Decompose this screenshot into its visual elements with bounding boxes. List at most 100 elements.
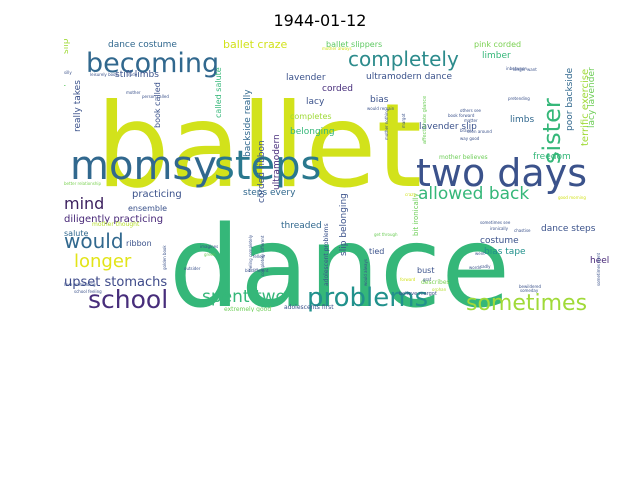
cloud-word-outsider: outsider <box>184 266 201 271</box>
cloud-word-tied: tied <box>369 247 384 256</box>
cloud-word-backside-really: backside really <box>243 89 253 157</box>
cloud-word-silly: silly <box>64 70 72 75</box>
cloud-word-someday: someday <box>520 288 539 293</box>
cloud-word-good-morning: good morning <box>558 195 586 200</box>
cloud-word-lacy-lavender: lacy lavender <box>587 67 597 128</box>
cloud-word-really-takes: really takes <box>73 80 83 132</box>
cloud-word-pink-corded: pink corded <box>474 40 521 49</box>
cloud-word-bias: bias <box>370 95 389 105</box>
cloud-word-bust: bust <box>417 266 434 275</box>
cloud-word-orphan: orphan <box>432 287 447 292</box>
cloud-word-limber: limber <box>482 51 511 61</box>
cloud-word-ultramodern-dance: ultramodern dance <box>366 72 452 82</box>
cloud-word-terrific-exercise: terrific exercise <box>580 69 591 146</box>
cloud-word-costume: costume <box>480 236 519 246</box>
cloud-word-poor-backside: poor backside <box>565 67 575 131</box>
cloud-word-slip-belonging: slip belonging <box>339 193 349 256</box>
cloud-word-margot: margot <box>401 113 406 128</box>
cloud-word-corded-ribbon: corded ribbon <box>257 140 267 203</box>
cloud-word-mind: mind <box>64 194 104 213</box>
cloud-word-seen-around: seen around <box>467 129 492 134</box>
cloud-word-sister: sister <box>538 98 566 164</box>
cloud-word-sometimes-see: sometimes see <box>480 220 511 225</box>
cloud-word-describes: describes <box>421 279 450 286</box>
cloud-word-ballet: ballet <box>96 79 422 214</box>
cloud-word-sometimes: sometimes <box>466 291 587 312</box>
cloud-word-completely: completely <box>348 47 459 71</box>
cloud-word-corded: corded <box>322 84 353 94</box>
cloud-word-golden-book: golden book <box>162 245 167 270</box>
cloud-word-get-through: get through <box>374 232 398 237</box>
word-cloud: ballet dance momsy steps two days becoming com… <box>64 36 612 312</box>
cloud-word-inbetween: inbetween <box>506 66 527 71</box>
cloud-word-extremely-good: extremely good <box>224 306 271 312</box>
cloud-word-book-forward: book forward <box>448 113 475 118</box>
cloud-word-steps: steps <box>214 143 321 189</box>
cloud-word-would-remain: would remain <box>367 106 395 111</box>
cloud-word-mother-nothing: mother nothing <box>384 108 389 140</box>
cloud-word-upset-stomachs: upset stomachs <box>64 275 167 290</box>
cloud-word-longer: longer <box>74 251 132 272</box>
cloud-word-better-relationship: better relationship <box>64 181 101 186</box>
cloud-word-would: would <box>64 229 124 253</box>
cloud-word-feeling-completely: feeling completely <box>248 234 253 272</box>
cloud-word-steps-every: steps every <box>243 188 296 198</box>
cloud-word-crazy: crazy <box>405 192 416 197</box>
cloud-word-momsy: momsy <box>70 143 217 189</box>
cloud-word-green: green <box>204 252 216 257</box>
cloud-word-bias-tape: bias tape <box>484 247 526 257</box>
cloud-word-slip: slip <box>64 38 71 54</box>
cloud-word-mother-thought: mother thought <box>92 221 140 228</box>
cloud-word-matter: matter <box>464 118 478 123</box>
cloud-word-would-always: would always <box>363 259 368 286</box>
cloud-word-ironically: ironically <box>490 226 509 231</box>
cloud-word-belonging: belonging <box>290 127 335 137</box>
cloud-word-words: words <box>469 265 481 270</box>
cloud-word-adolescent-problems: adolescent problems <box>323 223 330 286</box>
cloud-word-completely-different: completely different <box>260 235 265 276</box>
cloud-word-love-pretending: love pretending <box>64 282 96 287</box>
cloud-word-practicing: practicing <box>132 189 182 200</box>
cloud-word-dance: dance <box>169 203 510 312</box>
cloud-word-ensemble: ensemble <box>128 204 167 213</box>
cloud-word-school: school <box>88 285 168 312</box>
cloud-word-mother-always: mother always <box>322 46 352 51</box>
cloud-word-bewildered: bewildered <box>519 284 542 289</box>
cloud-word-imagines: imagines <box>200 244 218 249</box>
cloud-word-threaded: threaded <box>281 221 322 231</box>
cloud-word-bit-different: bit different <box>245 268 269 273</box>
cloud-word-forward: forward <box>400 277 416 282</box>
cloud-word-adolescents-first: adolescents first <box>284 304 334 311</box>
cloud-word-spent-two: spent two <box>202 287 286 307</box>
cloud-word-dance-costume: dance costume <box>108 40 177 50</box>
cloud-word-sadly: sadly <box>480 264 491 269</box>
figure-title: 1944-01-12 <box>273 11 367 30</box>
cloud-word-ribbon-completes: ribbon completes <box>64 62 66 132</box>
cloud-word-two-days: two days <box>416 151 587 195</box>
cloud-word-stiff-limbs: stiff limbs <box>115 70 159 80</box>
cloud-word-pretending: pretending <box>508 96 530 101</box>
cloud-word-mother-believes: mother believes <box>439 154 488 161</box>
cloud-word-lavender-slip: lavender slip <box>419 122 477 132</box>
cloud-word-brave: brave <box>460 128 472 133</box>
cloud-word-becoming: becoming <box>86 48 219 79</box>
cloud-word-heel: heel <box>590 256 609 266</box>
cloud-word-diligently-practicing: diligently practicing <box>64 214 163 225</box>
cloud-word-limbs: limbs <box>510 115 534 125</box>
cloud-word-believe-margot: believe margot <box>399 291 437 297</box>
cloud-word-graf: graf <box>423 277 432 282</box>
cloud-word-ribbon: ribbon <box>126 239 152 248</box>
cloud-word-freedom: freedom <box>533 152 571 162</box>
cloud-word-chastise: chastise <box>514 228 531 233</box>
cloud-word-person-called: person called <box>142 94 169 99</box>
cloud-word-completes: completes <box>290 112 332 121</box>
cloud-word-allowed-back: allowed back <box>418 184 529 204</box>
cloud-word-lavender: lavender <box>286 73 326 83</box>
cloud-word-sometimes-went: sometimes went <box>596 252 601 286</box>
cloud-word-school-feeling: school feeling <box>74 289 102 294</box>
cloud-word-lacy: lacy <box>306 97 325 107</box>
cloud-word-dance-steps: dance steps <box>541 224 596 234</box>
cloud-word-rude: rude <box>128 72 138 77</box>
cloud-word-longer-want: longer want <box>513 67 537 72</box>
